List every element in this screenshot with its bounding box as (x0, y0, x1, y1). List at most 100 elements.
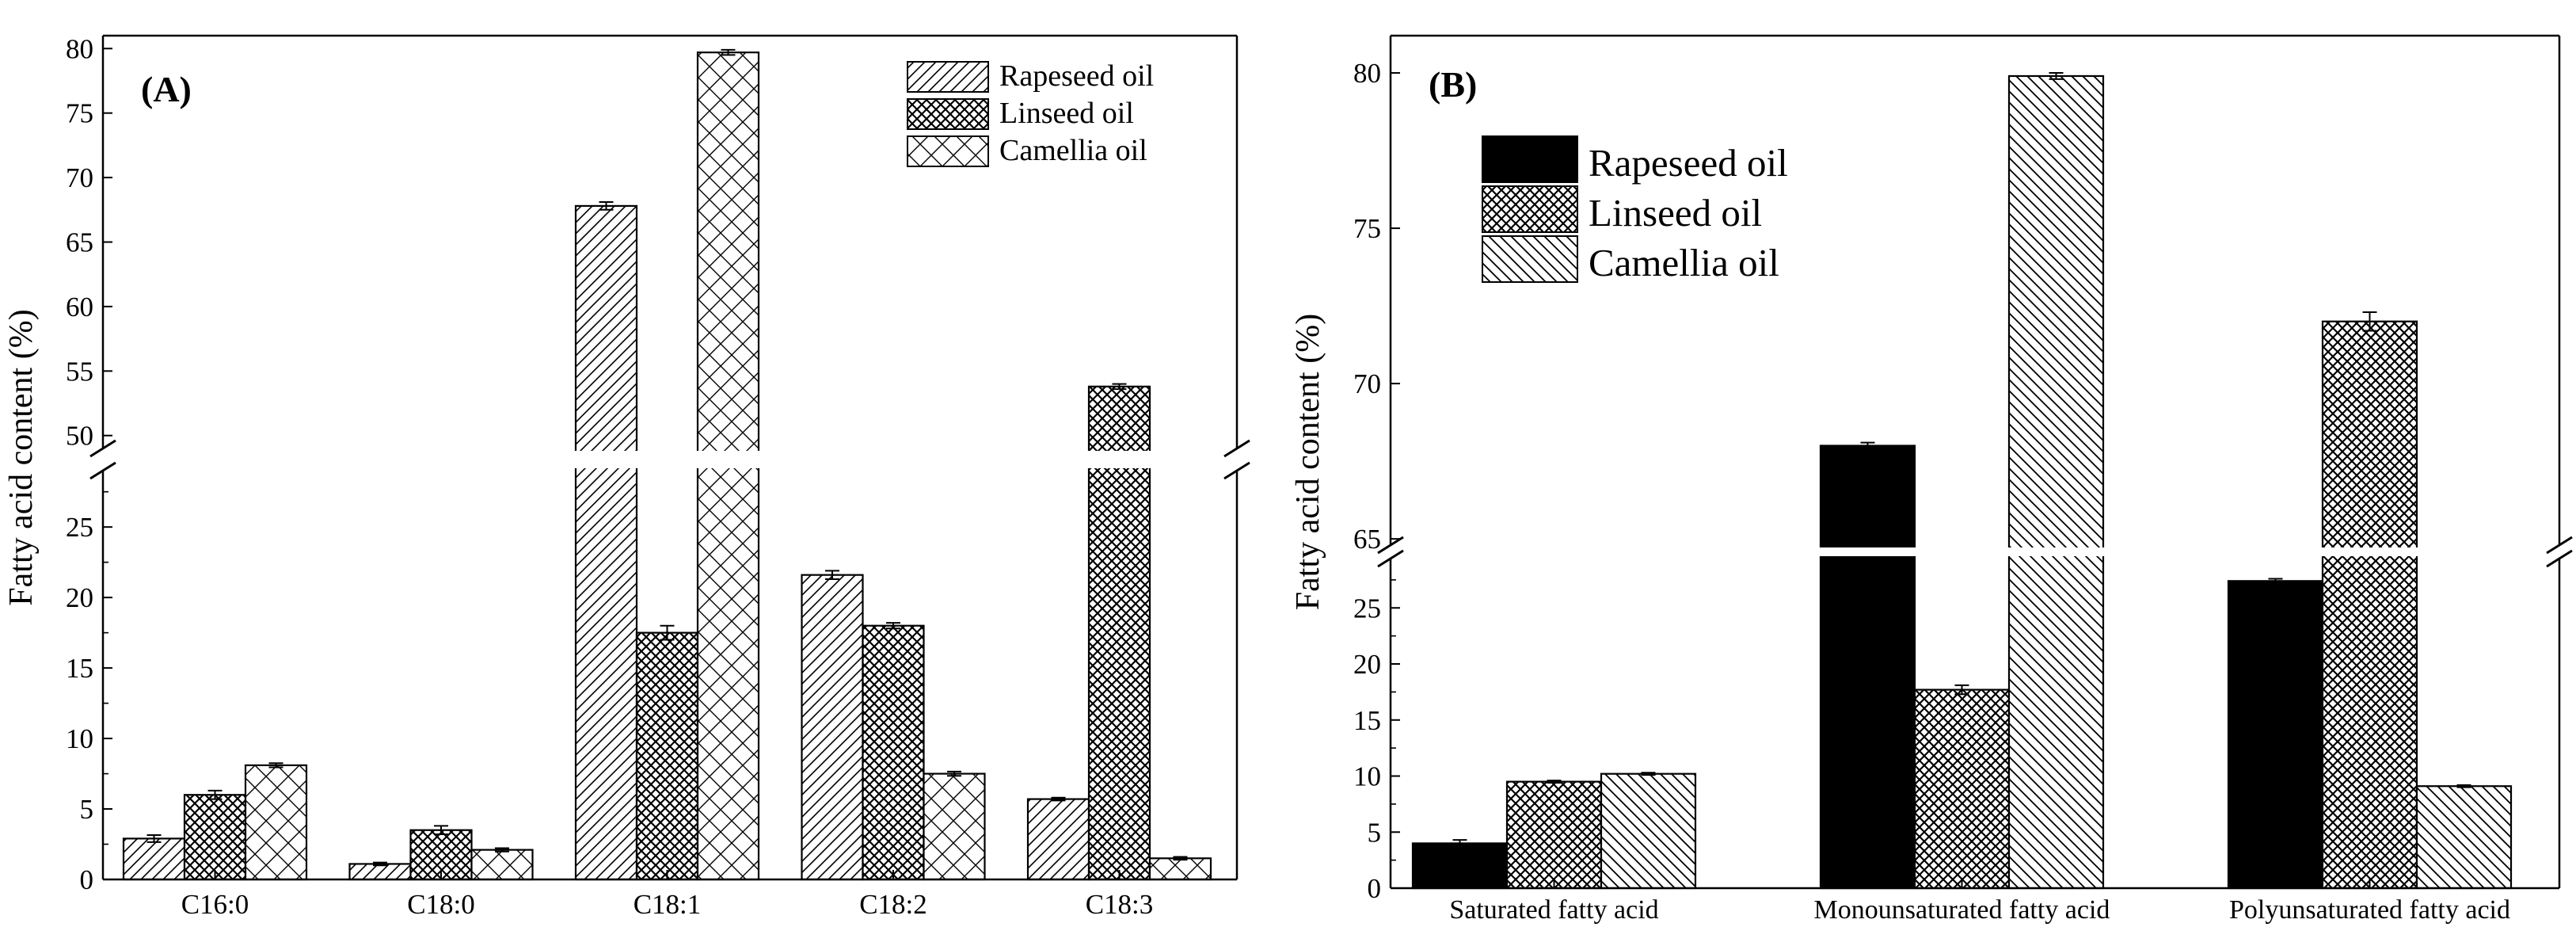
y-tick-label: 75 (1353, 213, 1381, 244)
y-tick-label: 70 (1353, 368, 1381, 399)
legend-swatch (907, 98, 989, 130)
panel-a-label: (A) (141, 69, 192, 109)
error-bar (886, 622, 900, 630)
error-bar (1954, 684, 1969, 696)
legend-label: Camellia oil (999, 134, 1147, 167)
y-tick-label: 75 (66, 98, 93, 129)
error-bar (599, 201, 614, 211)
error-bar (146, 833, 162, 843)
legend-swatch (907, 135, 989, 167)
legend: Rapeseed oil Linseed oil Camellia oil (1482, 135, 1788, 284)
x-category-label: C16:0 (181, 889, 249, 920)
legend-label: Camellia oil (1589, 241, 1779, 284)
legend-swatch (1482, 135, 1578, 183)
error-bar (1173, 856, 1188, 861)
y-tick-label: 50 (66, 421, 93, 452)
axis-break-mark-left (1377, 536, 1404, 568)
bar-linseed-oil-saturated-fatty-acid (1505, 780, 1603, 890)
bar-rapeseed-oil-monounsaturated-fatty-acid (1819, 444, 1916, 890)
axis-break-gap (105, 451, 1235, 468)
bar-rapeseed-oil-saturated-fatty-acid (1411, 842, 1509, 890)
bar-camellia-oil-polyunsaturated-fatty-acid (2415, 785, 2513, 890)
error-bar (947, 770, 961, 777)
y-axis-title: Fatty acid content (%) (1290, 314, 1326, 610)
bar-linseed-oil-monounsaturated-fatty-acid (1913, 689, 2011, 890)
y-tick-label: 65 (66, 227, 93, 258)
bar-camellia-oil-monounsaturated-fatty-acid (2007, 74, 2105, 890)
y-tick-label: 25 (1353, 593, 1381, 624)
error-bar (495, 847, 509, 853)
axis-break-mark-right (1223, 439, 1250, 480)
error-bar (1641, 772, 1656, 776)
legend: Rapeseed oil Linseed oil Camellia oil (907, 59, 1154, 167)
bar-camellia-oil-c18-2 (923, 772, 986, 881)
panel-b-chart: (B) 0 5 10 15 20 25 65 70 75 80 Saturated fatty ac… (1290, 34, 2573, 925)
axis-break-mark-left (89, 439, 116, 480)
x-category-label: Monounsaturated fatty acid (1814, 895, 2110, 925)
bar-linseed-oil-c18-3 (1087, 385, 1151, 881)
error-bar (434, 825, 448, 836)
y-tick-label: 80 (1353, 58, 1381, 89)
plot-frame (1389, 34, 2561, 890)
bar-linseed-oil-c18-2 (862, 624, 925, 881)
y-tick-label: 15 (66, 653, 93, 684)
error-bar (825, 570, 839, 581)
error-bar (1547, 780, 1562, 784)
legend-swatch (1482, 185, 1578, 233)
error-bar (2049, 72, 2064, 80)
legend-swatch (907, 61, 989, 93)
error-bar (2456, 784, 2471, 788)
bar-camellia-oil-c18-0 (470, 849, 534, 881)
legend-item: Rapeseed oil (907, 59, 1154, 93)
error-bar (373, 861, 387, 867)
bar-camellia-oil-c18-3 (1148, 857, 1212, 881)
y-tick-label: 0 (80, 864, 94, 895)
y-axis-title: Fatty acid content (%) (3, 309, 40, 605)
error-bar (721, 48, 736, 56)
x-category-label: Saturated fatty acid (1449, 895, 1658, 925)
y-tick-label: 15 (1353, 705, 1381, 736)
bar-rapeseed-oil-c18-0 (348, 863, 412, 881)
panel-a-chart: (A) 0 5 10 15 20 25 50 55 60 65 70 75 80 C16:0 C18:0 C1… (3, 33, 1250, 920)
y-tick-label: 25 (66, 512, 93, 543)
bar-linseed-oil-c16-0 (183, 794, 247, 881)
legend-swatch (1482, 235, 1578, 283)
error-bar (1860, 441, 1875, 450)
bar-rapeseed-oil-c16-0 (122, 837, 186, 881)
y-tick-label: 20 (1353, 649, 1381, 680)
error-bar (1452, 839, 1467, 848)
x-category-label: Polyunsaturated fatty acid (2229, 895, 2510, 925)
error-bar (1051, 796, 1066, 802)
y-tick-label: 65 (1353, 524, 1381, 555)
error-bar (1112, 383, 1127, 391)
legend-label: Linseed oil (1589, 191, 1762, 235)
legend-item: Rapeseed oil (1482, 135, 1788, 185)
legend-item: Linseed oil (907, 97, 1134, 130)
axis-break-gap (1392, 547, 2558, 556)
bar-linseed-oil-polyunsaturated-fatty-acid (2321, 320, 2418, 890)
bar-rapeseed-oil-c18-2 (801, 574, 864, 881)
error-bar (268, 762, 283, 769)
bar-camellia-oil-saturated-fatty-acid (1600, 772, 1697, 890)
y-tick-label: 20 (66, 582, 93, 613)
y-tick-label: 10 (66, 723, 93, 754)
bar-rapeseed-oil-c18-1 (574, 204, 638, 881)
panel-b-label: (B) (1429, 64, 1477, 105)
error-bar (660, 624, 675, 641)
y-tick-label: 55 (66, 356, 93, 387)
error-bar (207, 789, 223, 800)
error-bar (2268, 578, 2283, 585)
x-category-label: C18:2 (859, 889, 927, 920)
legend-item: Linseed oil (1482, 185, 1762, 235)
y-tick-label: 70 (66, 162, 93, 193)
x-category-label: C18:1 (634, 889, 702, 920)
y-tick-label: 60 (66, 292, 93, 322)
legend-label: Rapeseed oil (1589, 141, 1788, 185)
bar-rapeseed-oil-polyunsaturated-fatty-acid (2227, 580, 2324, 890)
legend-item: Camellia oil (1482, 235, 1779, 284)
y-tick-label: 5 (1368, 817, 1382, 848)
bar-linseed-oil-c18-1 (635, 631, 699, 881)
y-tick-label: 80 (66, 33, 93, 64)
y-tick-label: 10 (1353, 761, 1381, 792)
